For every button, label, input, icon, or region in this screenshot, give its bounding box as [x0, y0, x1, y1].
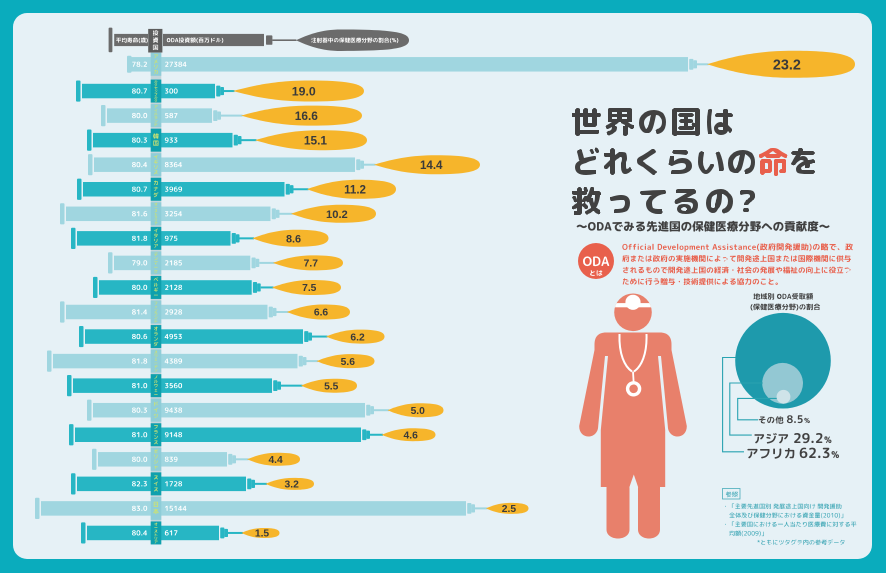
svg-text:23.2: 23.2	[773, 57, 801, 73]
svg-text:3.2: 3.2	[285, 480, 300, 491]
svg-text:14.4: 14.4	[420, 159, 443, 172]
svg-text:6.2: 6.2	[350, 332, 365, 343]
svg-text:6.6: 6.6	[314, 308, 329, 319]
svg-text:2.5: 2.5	[502, 504, 517, 515]
svg-text:19.0: 19.0	[292, 84, 316, 98]
svg-text:5.5: 5.5	[324, 381, 339, 392]
svg-text:5.0: 5.0	[411, 406, 426, 417]
svg-text:5.6: 5.6	[341, 357, 356, 368]
svg-text:8.6: 8.6	[286, 233, 301, 245]
svg-text:16.6: 16.6	[295, 109, 319, 123]
svg-text:7.7: 7.7	[304, 259, 319, 270]
svg-text:4.4: 4.4	[268, 455, 283, 466]
svg-text:1.5: 1.5	[255, 529, 270, 540]
svg-text:15.1: 15.1	[304, 133, 328, 147]
svg-text:11.2: 11.2	[344, 183, 366, 196]
svg-text:7.5: 7.5	[302, 283, 317, 294]
svg-text:4.6: 4.6	[403, 430, 418, 441]
svg-text:10.2: 10.2	[326, 209, 348, 221]
